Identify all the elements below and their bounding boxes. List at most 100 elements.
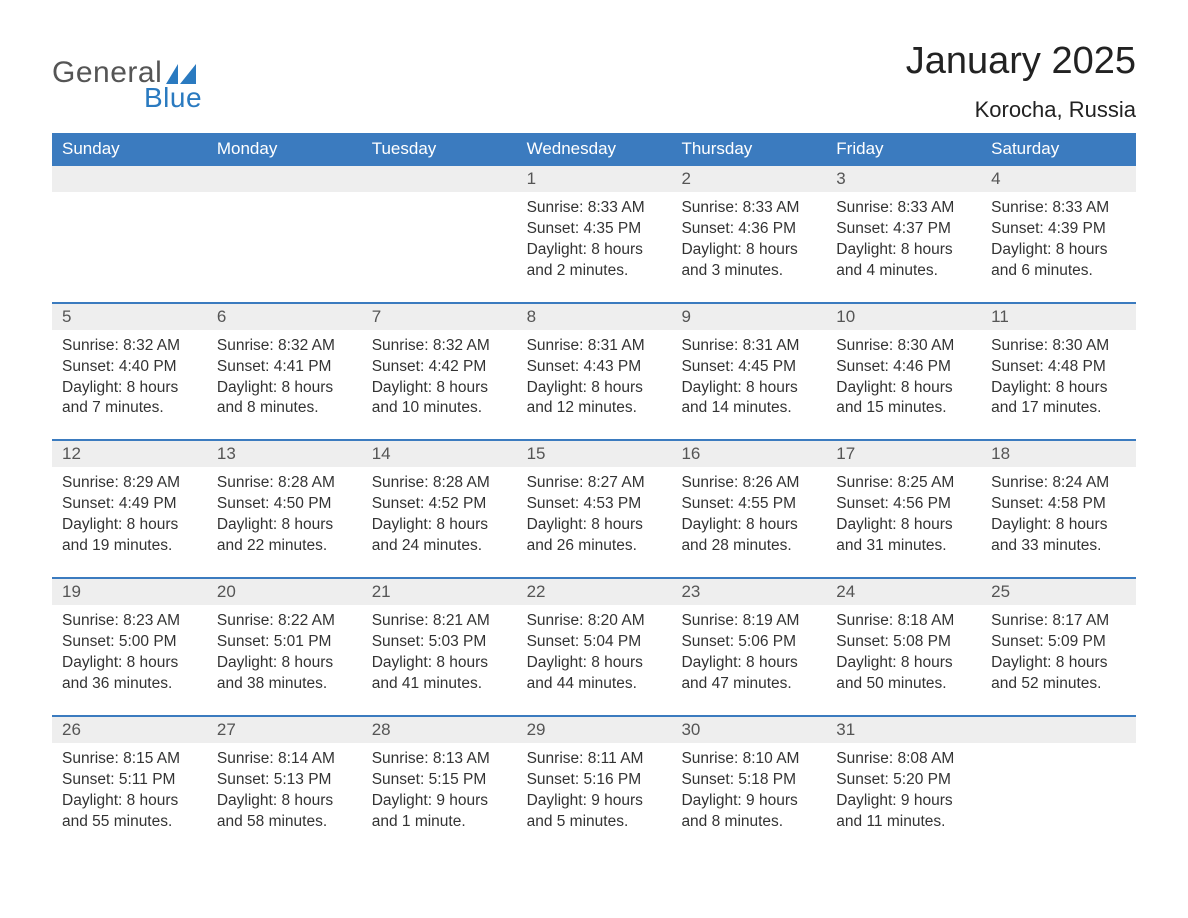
day-body: Sunrise: 8:10 AMSunset: 5:18 PMDaylight:… [671,743,826,833]
day-body: Sunrise: 8:27 AMSunset: 4:53 PMDaylight:… [517,467,672,557]
day-number: 30 [671,717,826,743]
day-number: 11 [981,304,1136,330]
sunrise-line: Sunrise: 8:32 AM [372,336,507,357]
week-row: 1Sunrise: 8:33 AMSunset: 4:35 PMDaylight… [52,166,1136,302]
sunrise-line: Sunrise: 8:13 AM [372,749,507,770]
day-number: 12 [52,441,207,467]
daylight-line: Daylight: 9 hours and 5 minutes. [527,791,662,833]
daylight-line: Daylight: 9 hours and 1 minute. [372,791,507,833]
day-body: Sunrise: 8:31 AMSunset: 4:45 PMDaylight:… [671,330,826,420]
day-cell [207,166,362,302]
day-number: 14 [362,441,517,467]
day-number: 26 [52,717,207,743]
daylight-line: Daylight: 8 hours and 17 minutes. [991,378,1126,420]
day-cell: 29Sunrise: 8:11 AMSunset: 5:16 PMDayligh… [517,717,672,853]
day-cell: 22Sunrise: 8:20 AMSunset: 5:04 PMDayligh… [517,579,672,715]
daylight-line: Daylight: 8 hours and 7 minutes. [62,378,197,420]
day-number [207,166,362,192]
day-number: 9 [671,304,826,330]
day-body: Sunrise: 8:28 AMSunset: 4:50 PMDaylight:… [207,467,362,557]
day-number: 29 [517,717,672,743]
sunset-line: Sunset: 5:08 PM [836,632,971,653]
day-cell: 26Sunrise: 8:15 AMSunset: 5:11 PMDayligh… [52,717,207,853]
sunrise-line: Sunrise: 8:29 AM [62,473,197,494]
sunrise-line: Sunrise: 8:24 AM [991,473,1126,494]
day-body: Sunrise: 8:23 AMSunset: 5:00 PMDaylight:… [52,605,207,695]
day-cell: 16Sunrise: 8:26 AMSunset: 4:55 PMDayligh… [671,441,826,577]
day-body: Sunrise: 8:11 AMSunset: 5:16 PMDaylight:… [517,743,672,833]
sunrise-line: Sunrise: 8:31 AM [527,336,662,357]
logo: General Blue [52,40,202,112]
daylight-line: Daylight: 8 hours and 44 minutes. [527,653,662,695]
sunset-line: Sunset: 4:41 PM [217,357,352,378]
sunset-line: Sunset: 5:11 PM [62,770,197,791]
day-body: Sunrise: 8:15 AMSunset: 5:11 PMDaylight:… [52,743,207,833]
daylight-line: Daylight: 8 hours and 58 minutes. [217,791,352,833]
day-cell: 21Sunrise: 8:21 AMSunset: 5:03 PMDayligh… [362,579,517,715]
day-number: 6 [207,304,362,330]
location-label: Korocha, Russia [906,97,1136,123]
sunset-line: Sunset: 4:55 PM [681,494,816,515]
daylight-line: Daylight: 8 hours and 33 minutes. [991,515,1126,557]
sunrise-line: Sunrise: 8:32 AM [62,336,197,357]
sunset-line: Sunset: 4:52 PM [372,494,507,515]
day-number: 28 [362,717,517,743]
day-body: Sunrise: 8:21 AMSunset: 5:03 PMDaylight:… [362,605,517,695]
sunset-line: Sunset: 4:48 PM [991,357,1126,378]
daylight-line: Daylight: 8 hours and 6 minutes. [991,240,1126,282]
sunrise-line: Sunrise: 8:15 AM [62,749,197,770]
day-body: Sunrise: 8:33 AMSunset: 4:35 PMDaylight:… [517,192,672,282]
day-cell: 2Sunrise: 8:33 AMSunset: 4:36 PMDaylight… [671,166,826,302]
day-cell: 18Sunrise: 8:24 AMSunset: 4:58 PMDayligh… [981,441,1136,577]
week-row: 26Sunrise: 8:15 AMSunset: 5:11 PMDayligh… [52,715,1136,853]
day-number: 20 [207,579,362,605]
sunset-line: Sunset: 4:36 PM [681,219,816,240]
sunrise-line: Sunrise: 8:31 AM [681,336,816,357]
daylight-line: Daylight: 8 hours and 31 minutes. [836,515,971,557]
day-body: Sunrise: 8:29 AMSunset: 4:49 PMDaylight:… [52,467,207,557]
sunset-line: Sunset: 4:35 PM [527,219,662,240]
week-row: 19Sunrise: 8:23 AMSunset: 5:00 PMDayligh… [52,577,1136,715]
sunset-line: Sunset: 5:15 PM [372,770,507,791]
day-body: Sunrise: 8:30 AMSunset: 4:46 PMDaylight:… [826,330,981,420]
day-body: Sunrise: 8:33 AMSunset: 4:39 PMDaylight:… [981,192,1136,282]
day-number: 2 [671,166,826,192]
week-row: 12Sunrise: 8:29 AMSunset: 4:49 PMDayligh… [52,439,1136,577]
sunrise-line: Sunrise: 8:11 AM [527,749,662,770]
sunrise-line: Sunrise: 8:33 AM [991,198,1126,219]
calendar-grid: SundayMondayTuesdayWednesdayThursdayFrid… [52,133,1136,852]
day-number: 16 [671,441,826,467]
sunrise-line: Sunrise: 8:33 AM [836,198,971,219]
day-body: Sunrise: 8:31 AMSunset: 4:43 PMDaylight:… [517,330,672,420]
daylight-line: Daylight: 8 hours and 36 minutes. [62,653,197,695]
sunrise-line: Sunrise: 8:25 AM [836,473,971,494]
daylight-line: Daylight: 8 hours and 4 minutes. [836,240,971,282]
daylight-line: Daylight: 9 hours and 11 minutes. [836,791,971,833]
sunset-line: Sunset: 4:53 PM [527,494,662,515]
day-cell: 20Sunrise: 8:22 AMSunset: 5:01 PMDayligh… [207,579,362,715]
sunrise-line: Sunrise: 8:22 AM [217,611,352,632]
day-number [981,717,1136,743]
day-cell: 6Sunrise: 8:32 AMSunset: 4:41 PMDaylight… [207,304,362,440]
day-body: Sunrise: 8:33 AMSunset: 4:37 PMDaylight:… [826,192,981,282]
daylight-line: Daylight: 8 hours and 52 minutes. [991,653,1126,695]
day-cell: 12Sunrise: 8:29 AMSunset: 4:49 PMDayligh… [52,441,207,577]
daylight-line: Daylight: 8 hours and 38 minutes. [217,653,352,695]
day-number: 7 [362,304,517,330]
day-number: 13 [207,441,362,467]
daylight-line: Daylight: 8 hours and 28 minutes. [681,515,816,557]
day-body: Sunrise: 8:32 AMSunset: 4:42 PMDaylight:… [362,330,517,420]
day-body: Sunrise: 8:28 AMSunset: 4:52 PMDaylight:… [362,467,517,557]
day-number: 22 [517,579,672,605]
day-cell: 14Sunrise: 8:28 AMSunset: 4:52 PMDayligh… [362,441,517,577]
day-number: 5 [52,304,207,330]
day-body: Sunrise: 8:14 AMSunset: 5:13 PMDaylight:… [207,743,362,833]
weekday-header: Monday [207,133,362,166]
day-cell: 7Sunrise: 8:32 AMSunset: 4:42 PMDaylight… [362,304,517,440]
sunset-line: Sunset: 4:58 PM [991,494,1126,515]
daylight-line: Daylight: 8 hours and 50 minutes. [836,653,971,695]
day-number: 8 [517,304,672,330]
sunrise-line: Sunrise: 8:08 AM [836,749,971,770]
day-body: Sunrise: 8:26 AMSunset: 4:55 PMDaylight:… [671,467,826,557]
daylight-line: Daylight: 8 hours and 47 minutes. [681,653,816,695]
